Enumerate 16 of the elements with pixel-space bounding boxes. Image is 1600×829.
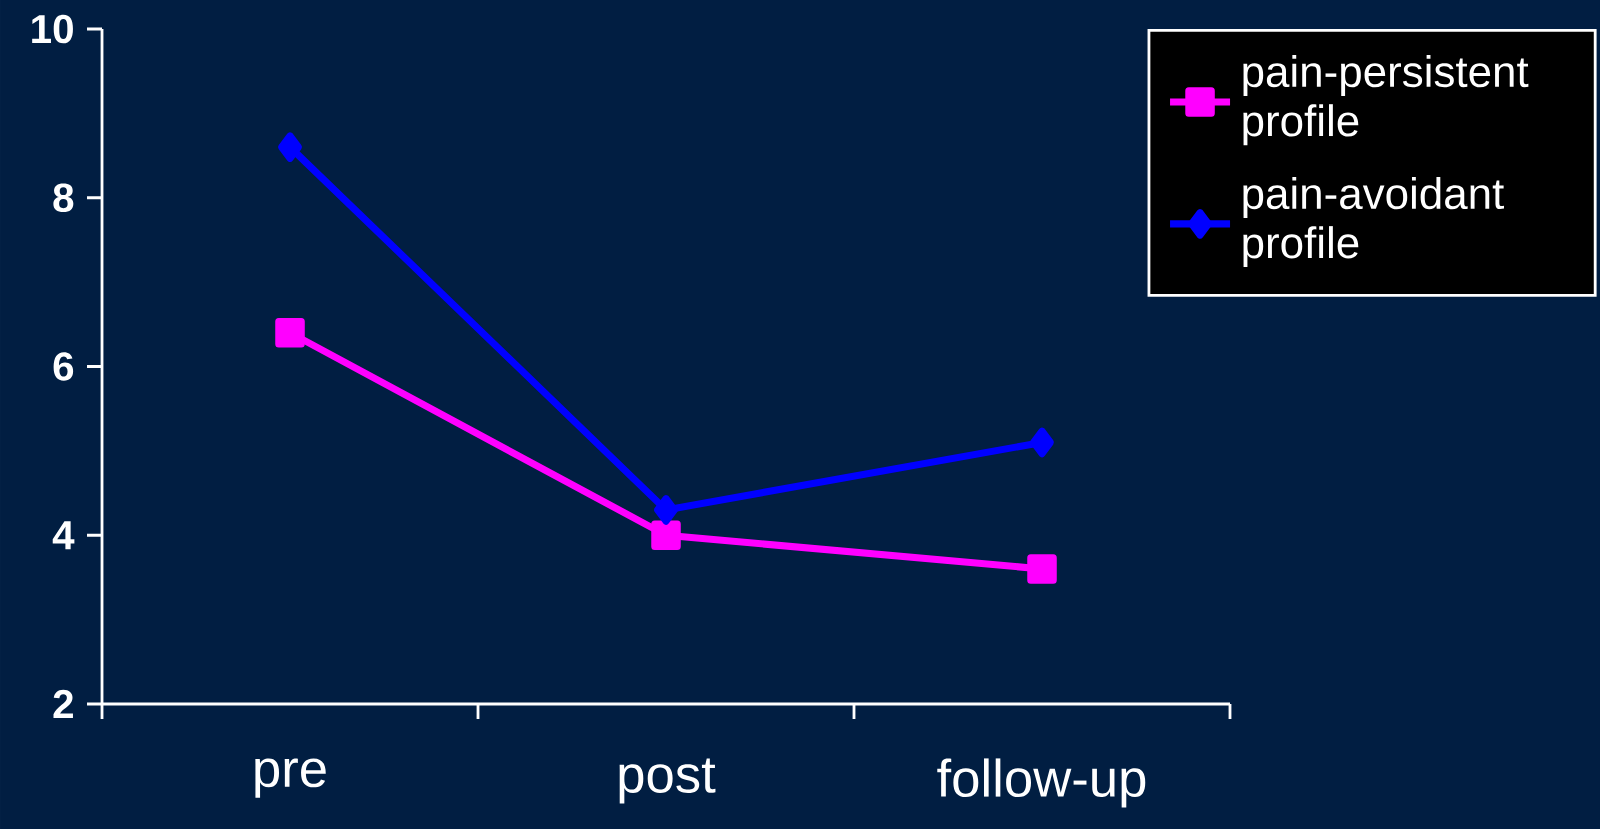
point	[278, 132, 302, 162]
point	[1027, 554, 1057, 584]
y-tick-label: 8	[53, 183, 74, 213]
legend-label: pain-avoidant profile	[1243, 176, 1504, 268]
y-tick-label: 2	[53, 689, 73, 719]
y-tick-label: 4	[52, 521, 75, 550]
x-tick-label: follow-up	[937, 758, 1146, 808]
x-tick-label: post	[619, 758, 716, 804]
y-tick-label: 10	[32, 14, 73, 44]
point	[1030, 427, 1054, 458]
y-tick-label: 6	[53, 352, 74, 381]
point	[654, 495, 678, 525]
x-tick-label: pre	[255, 758, 326, 798]
point	[275, 317, 305, 348]
point	[651, 520, 681, 550]
legend-label: pain-persistent profile	[1243, 54, 1529, 146]
